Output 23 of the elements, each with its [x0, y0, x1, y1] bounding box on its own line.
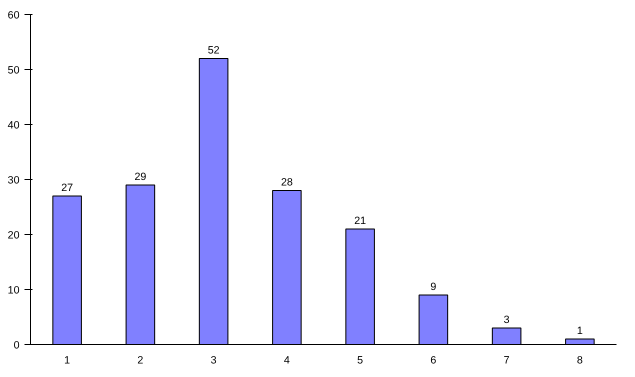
- x-tick-label: 3: [210, 354, 217, 366]
- data-label: 27: [61, 182, 74, 194]
- x-tick-label: 1: [64, 354, 70, 366]
- x-tick-label: 8: [576, 354, 583, 366]
- x-tick-label: 5: [357, 354, 364, 366]
- data-label: 1: [576, 325, 583, 337]
- y-tick-label: 30: [8, 174, 20, 186]
- y-tick-label: 0: [14, 340, 20, 352]
- x-tick-label: 7: [504, 354, 510, 366]
- data-label: 21: [354, 215, 366, 227]
- data-label: 28: [280, 176, 293, 188]
- y-tick-label: 40: [8, 120, 20, 132]
- y-tick-label: 20: [8, 230, 20, 242]
- data-label: 9: [430, 281, 436, 293]
- x-tick-label: 2: [137, 354, 144, 366]
- x-tick-label: 4: [284, 354, 290, 366]
- y-tick-label: 60: [8, 10, 20, 22]
- data-label: 52: [208, 44, 220, 56]
- y-tick-label: 10: [8, 284, 20, 296]
- y-tick-label: 50: [8, 64, 20, 76]
- data-label: 3: [504, 314, 510, 326]
- x-tick-label: 6: [430, 354, 436, 366]
- data-label: 29: [134, 171, 146, 183]
